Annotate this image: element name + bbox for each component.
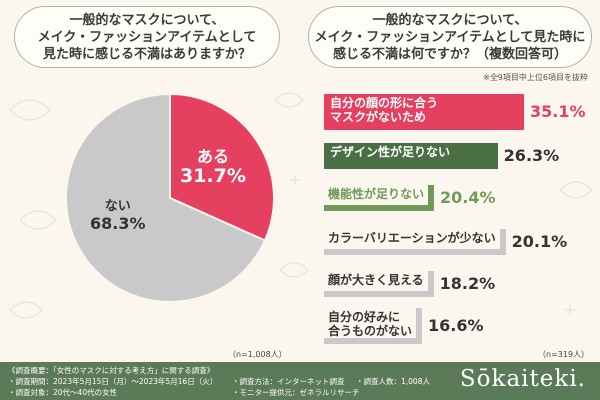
bar-4: カラーバリエーションが少ない [324, 229, 506, 255]
bar-5: 顔が大きく見える [324, 271, 434, 297]
footer-provider: ・モニター提供元：ゼネラルリサーチ [232, 388, 360, 397]
left-sample-size: （n=1,008人） [228, 350, 287, 359]
footer-count: ・調査人数：1,008人 [356, 377, 430, 386]
left-question-text: 一般的なマスクについて、 メイク・ファッションアイテムとして 見た時に感じる不満… [37, 12, 257, 62]
bar-value-3: 20.4% [440, 188, 496, 207]
pie-slice-aru [169, 92, 275, 242]
bar-6: 自分の好みに 合うものがない [324, 308, 423, 344]
pie-slice-value-aru: 31.7% [180, 165, 246, 188]
pie-slice-value-nai: 68.3% [90, 213, 146, 233]
bar-3: 機能性が足りない [324, 185, 435, 211]
background-leaf-decoration [8, 92, 594, 319]
bar-row: 自分の顔の形に合う マスクがないため 35.1% [324, 94, 594, 130]
bar-row: 顔が大きく見える 18.2% [324, 271, 594, 297]
brand-logo: Sōkaiteki. [459, 366, 586, 392]
bar-row: 機能性が足りない 20.4% [324, 185, 594, 211]
bar-2: デザイン性が足りない [324, 143, 498, 169]
right-question-text: 一般的なマスクについて、 メイク・ファッションアイテムとして見た時に 感じる不満… [314, 12, 586, 62]
pie-chart-svg [65, 92, 275, 303]
bar-row: カラーバリエーションが少ない 20.1% [324, 229, 594, 255]
pie-slice-nai [65, 92, 267, 303]
pie-slice-label-nai: ない [104, 199, 131, 214]
bar-value-2: 26.3% [503, 146, 560, 165]
bar-value-1: 35.1% [530, 102, 586, 121]
right-question-bubble: 一般的なマスクについて、 メイク・ファッションアイテムとして見た時に 感じる不満… [308, 6, 592, 68]
pie-slice-label-aru: ある [196, 147, 229, 166]
bar-row: デザイン性が足りない 26.3% [324, 143, 594, 169]
footer-period: ・調査期間：2023年5月15日（月）〜2023年5月16日（火） [8, 377, 218, 386]
pie-chart: ある 31.7% ない 68.3% [60, 88, 280, 308]
footer-title: 《調査概要：「女性のマスクに対する考え方」に関する調査》 [8, 366, 215, 375]
pie-label-nai: ない 68.3% [90, 199, 146, 233]
bar-value-4: 20.1% [511, 232, 568, 251]
bar-value-6: 16.6% [428, 316, 484, 335]
bar-row: 自分の好みに 合うものがない 16.6% [324, 308, 594, 344]
survey-footer: 《調査概要：「女性のマスクに対する考え方」に関する調査》 ・調査期間：2023年… [0, 362, 600, 400]
excerpt-note: ※全9項目中上位6項目を抜粋 [483, 73, 588, 82]
pie-label-aru: ある 31.7% [180, 147, 246, 188]
right-sample-size: （n=319人） [538, 350, 590, 359]
footer-method: ・調査方法：インターネット調査 [232, 377, 345, 386]
bar-1: 自分の顔の形に合う マスクがないため [324, 94, 524, 130]
bar-value-5: 18.2% [439, 274, 496, 293]
footer-target: ・調査対象：20代〜40代の女性 [8, 388, 118, 397]
left-question-bubble: 一般的なマスクについて、 メイク・ファッションアイテムとして 見た時に感じる不満… [14, 6, 280, 68]
